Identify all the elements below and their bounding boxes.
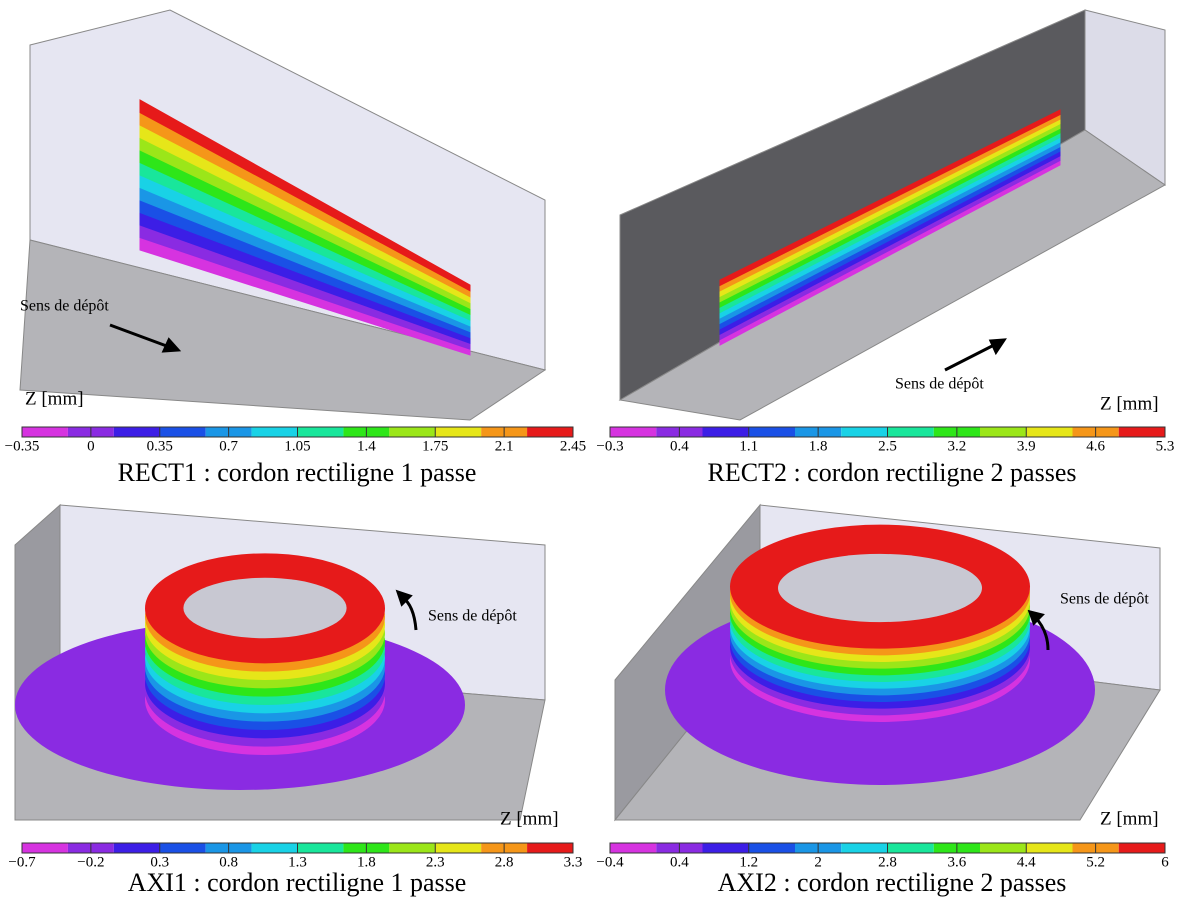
colorbar-tick-label: 2.45 <box>560 438 586 454</box>
surfaces <box>15 99 1095 790</box>
colorbar-segment <box>113 843 160 853</box>
colorbar-tick-label: 6 <box>1161 854 1169 870</box>
colorbar-segment <box>159 843 206 853</box>
arrow-head <box>395 589 413 607</box>
colorbar-segment <box>887 427 934 437</box>
colorbar-tick-label: 0 <box>87 438 95 454</box>
colorbar-segment <box>1118 843 1165 853</box>
colorbar-segment <box>297 427 344 437</box>
colorbar-tick-label: 1.8 <box>357 854 376 870</box>
colorbar-tick-label: 2 <box>814 854 822 870</box>
colorbar-segment <box>113 427 160 437</box>
colorbar-segment <box>1118 427 1165 437</box>
ring-hole <box>778 553 982 623</box>
colorbar-segment <box>841 427 888 437</box>
annotation: Sens de dépôt <box>1060 591 1149 608</box>
colorbar-segment <box>980 843 1027 853</box>
colorbar-tick-label: 0.3 <box>150 854 169 870</box>
colorbar-segment <box>22 843 68 853</box>
colorbar-tick-label: 0.7 <box>219 438 238 454</box>
arrow <box>109 323 173 350</box>
colorbar-tick-label: 2.8 <box>495 854 514 870</box>
annotation: Sens de dépôt <box>895 376 984 393</box>
colorbar-tick-label: 5.2 <box>1086 854 1105 870</box>
colorbar-segment <box>435 427 482 437</box>
colorbar-tick-label: 0.8 <box>219 854 238 870</box>
colorbar-tick-label: 0.4 <box>670 854 689 870</box>
colorbar-tick-label: 3.2 <box>948 438 967 454</box>
colorbar-tick-label: 1.4 <box>357 438 376 454</box>
colorbar-tick-label: 2.5 <box>878 438 897 454</box>
colorbar-tick-label: 1.8 <box>809 438 828 454</box>
colorbar-segment <box>389 843 436 853</box>
colorbar-label: Z [mm] <box>25 388 84 409</box>
colorbar-segment <box>887 843 934 853</box>
colorbar-tick-label: 5.3 <box>1156 438 1175 454</box>
arrow-head <box>1027 609 1045 626</box>
arrow <box>944 341 999 372</box>
colorbar-segment <box>980 427 1027 437</box>
colorbar-tick-label: 0.4 <box>670 438 689 454</box>
colorbar-tick-label: −0.3 <box>596 438 623 454</box>
colorbar-tick-label: 2.1 <box>495 438 514 454</box>
colorbar-segment <box>251 427 298 437</box>
colorbar-tick-label: −0.35 <box>5 438 40 454</box>
colorbar-segment <box>702 843 749 853</box>
panel-title: RECT2 : cordon rectiligne 2 passes <box>708 458 1077 487</box>
colorbar-tick-label: 3.6 <box>948 854 967 870</box>
colorbar-label: Z [mm] <box>1100 808 1159 829</box>
colorbar-segment <box>748 843 795 853</box>
colorbar-tick-label: 4.6 <box>1086 438 1105 454</box>
colorbar-segment <box>610 427 657 437</box>
colorbar-label: Z [mm] <box>1100 393 1159 414</box>
colorbar-tick-label: 1.1 <box>739 438 758 454</box>
colorbar-segment <box>527 427 573 437</box>
arrow-head <box>161 337 182 353</box>
colorbar-tick-label: −0.7 <box>8 854 36 870</box>
colorbar-tick-label: 0.35 <box>147 438 173 454</box>
arrows <box>109 323 1050 651</box>
colorbar-tick-label: 2.3 <box>426 854 445 870</box>
colorbar-segment <box>297 843 344 853</box>
ring-hole <box>183 577 347 639</box>
colorbar-tick-label: −0.4 <box>596 854 624 870</box>
colorbar-tick-label: 3.9 <box>1017 438 1036 454</box>
colorbar-tick-label: 1.2 <box>739 854 758 870</box>
surface-band <box>719 109 1061 287</box>
floor <box>19 239 547 421</box>
annotation: Sens de dépôt <box>20 298 109 315</box>
colorbar-segment <box>22 427 68 437</box>
colorbar-segment <box>841 843 888 853</box>
colorbar-segment <box>1026 843 1073 853</box>
arrow-head <box>988 338 1007 356</box>
colorbar-segment <box>389 427 436 437</box>
colorbar-tick-label: 1.05 <box>284 438 310 454</box>
annotation: Sens de dépôt <box>428 608 517 625</box>
colorbar-segment <box>527 843 573 853</box>
colorbar-segment <box>702 427 749 437</box>
colorbar-tick-label: −0.2 <box>77 854 104 870</box>
colorbar-tick-label: 3.3 <box>564 854 583 870</box>
colorbar-segment <box>610 843 657 853</box>
colorbar-tick-label: 2.8 <box>878 854 897 870</box>
colorbar-tick-label: 1.3 <box>288 854 307 870</box>
colorbar-segment <box>748 427 795 437</box>
surface-band <box>139 99 471 292</box>
colorbar-segment <box>1026 427 1073 437</box>
panel-title: AXI2 : cordon rectiligne 2 passes <box>718 868 1067 897</box>
colorbar-segment <box>251 843 298 853</box>
colorbar-label: Z [mm] <box>500 808 559 829</box>
panel-title: AXI1 : cordon rectiligne 1 passe <box>128 868 467 897</box>
colorbar-segment <box>159 427 206 437</box>
colorbar-segment <box>435 843 482 853</box>
colorbar-tick-label: 1.75 <box>422 438 448 454</box>
colorbar-tick-label: 4.4 <box>1017 854 1036 870</box>
panel-title: RECT1 : cordon rectiligne 1 passe <box>118 458 477 487</box>
